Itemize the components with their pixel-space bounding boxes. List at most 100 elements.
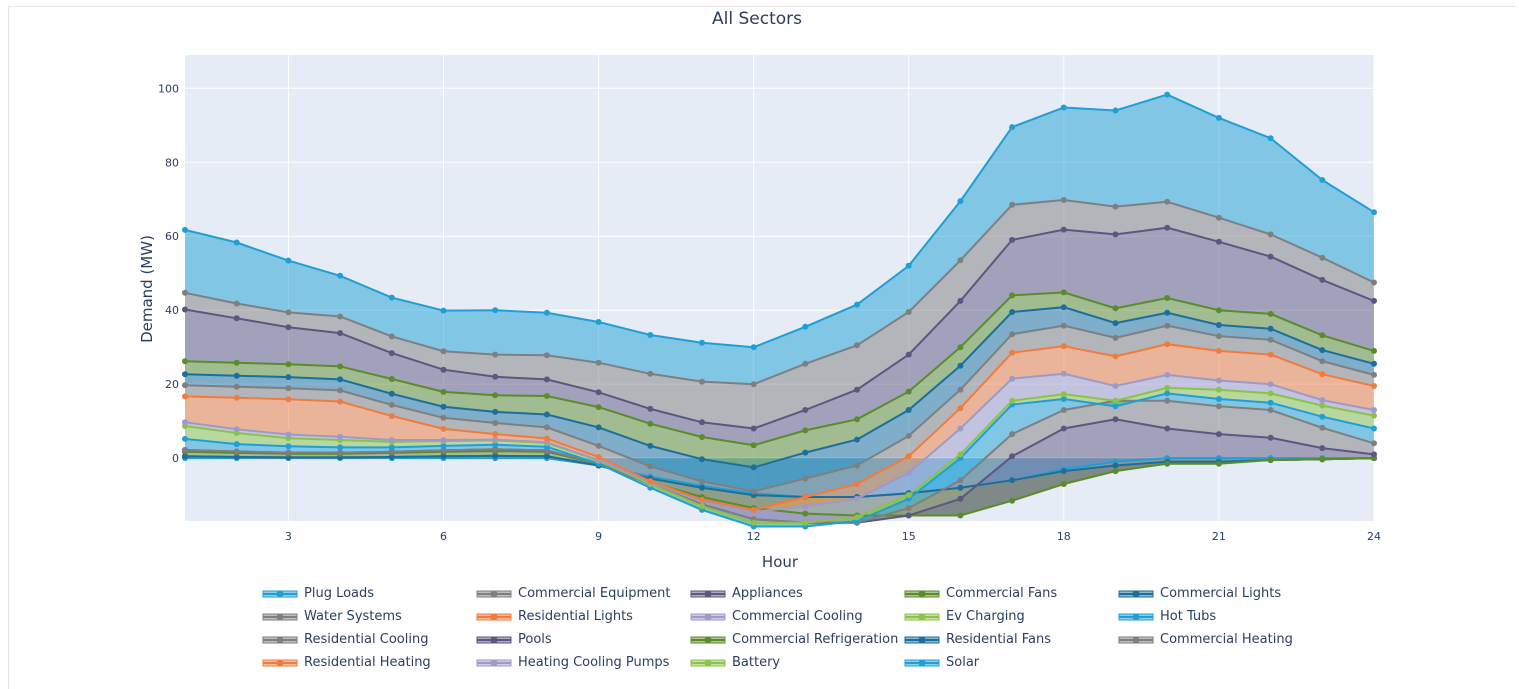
legend-item-battery[interactable]: Battery (690, 651, 904, 674)
point-appliances (905, 351, 912, 358)
point-commercial-fans (1267, 310, 1274, 317)
y-tick-label: 0 (172, 452, 179, 465)
point-commercial-cooling (854, 495, 860, 502)
legend-label: Residential Cooling (304, 632, 429, 647)
point-commercial-lights (802, 449, 809, 456)
legend-item-ev-charging[interactable]: Ev Charging (904, 605, 1118, 628)
legend-item-residential-fans[interactable]: Residential Fans (904, 628, 1118, 651)
point-residential-cooling (492, 446, 499, 453)
legend-item-commercial-equipment[interactable]: Commercial Equipment (476, 582, 690, 605)
y-axis-title: Demand (MW) (138, 235, 156, 343)
point-commercial-fans (1371, 347, 1377, 354)
point-hot-tubs (182, 435, 188, 442)
legend-item-solar[interactable]: Solar (904, 651, 1118, 674)
point-commercial-cooling (233, 426, 240, 433)
point-commercial-lights (905, 407, 912, 413)
point-commercial-refrigeration (1060, 481, 1067, 487)
point-commercial-equipment (1164, 198, 1171, 205)
legend-item-plug-loads[interactable]: Plug Loads (262, 582, 476, 605)
legend-swatch (904, 636, 940, 643)
legend-item-heating-cooling-pumps[interactable]: Heating Cooling Pumps (476, 651, 690, 674)
legend-swatch (262, 659, 298, 666)
point-plug-loads (595, 319, 602, 325)
legend-item-pools[interactable]: Pools (476, 628, 690, 651)
area-residential-lights (185, 344, 1374, 512)
point-commercial-lights (1009, 309, 1016, 315)
point-commercial-fans (285, 361, 292, 368)
line-residential-cooling (184, 399, 1375, 524)
legend-item-residential-cooling[interactable]: Residential Cooling (262, 628, 476, 651)
point-residential-lights (647, 478, 654, 485)
line-hot-tubs (184, 392, 1375, 528)
point-commercial-fans (957, 344, 964, 351)
point-commercial-cooling (285, 431, 292, 438)
legend-item-appliances[interactable]: Appliances (690, 582, 904, 605)
legend-item-commercial-lights[interactable]: Commercial Lights (1118, 582, 1332, 605)
point-commercial-lights (699, 456, 705, 463)
point-plug-loads (905, 262, 912, 269)
chart-title: All Sectors (712, 9, 802, 29)
point-commercial-cooling (337, 433, 344, 440)
legend-label: Residential Heating (304, 655, 431, 670)
legend-item-residential-heating[interactable]: Residential Heating (262, 651, 476, 674)
point-hot-tubs (233, 441, 240, 448)
point-commercial-equipment (388, 333, 395, 340)
point-residential-lights (388, 413, 395, 419)
legend-item-water-systems[interactable]: Water Systems (262, 605, 476, 628)
point-commercial-fans (750, 442, 757, 449)
point-water-systems (440, 414, 447, 421)
point-residential-lights (1112, 353, 1119, 360)
legend-item-commercial-heating[interactable]: Commercial Heating (1118, 628, 1332, 651)
legend-item-commercial-refrigeration[interactable]: Commercial Refrigeration (690, 628, 904, 651)
point-commercial-equipment (337, 313, 344, 320)
area-pools (185, 419, 1374, 523)
x-axis-title: Hour (762, 553, 799, 571)
point-hot-tubs (1060, 396, 1067, 402)
y-tick-label: 100 (158, 82, 179, 95)
legend-item-commercial-fans[interactable]: Commercial Fans (904, 582, 1118, 605)
area-appliances (185, 227, 1374, 446)
area-hot-tubs (185, 393, 1374, 527)
point-appliances (595, 389, 602, 396)
point-residential-fans (1112, 462, 1119, 469)
point-commercial-lights (750, 464, 757, 471)
point-hot-tubs (440, 442, 447, 449)
point-commercial-equipment (647, 370, 654, 377)
legend-item-commercial-cooling[interactable]: Commercial Cooling (690, 605, 904, 628)
point-commercial-fans (492, 392, 499, 399)
legend-label: Commercial Heating (1160, 632, 1293, 647)
point-ev-charging (802, 519, 809, 526)
line-plug-loads (184, 93, 1375, 349)
point-water-systems (802, 475, 809, 482)
point-plug-loads (1009, 124, 1016, 131)
point-residential-cooling (1060, 407, 1067, 413)
point-commercial-fans (388, 376, 395, 382)
point-residential-cooling (1319, 424, 1326, 431)
point-residential-fans (388, 454, 395, 460)
point-appliances (1319, 276, 1326, 283)
point-residential-fans (492, 452, 499, 459)
point-plug-loads (388, 294, 395, 301)
point-plug-loads (1060, 104, 1067, 111)
point-plug-loads (699, 339, 705, 346)
point-ev-charging (750, 519, 757, 526)
point-commercial-cooling (492, 436, 499, 443)
point-commercial-fans (337, 363, 344, 370)
legend-label: Battery (732, 655, 781, 670)
point-hot-tubs (492, 441, 499, 448)
point-appliances (440, 366, 447, 373)
legend-swatch (690, 659, 726, 666)
point-residential-cooling (440, 447, 447, 454)
point-appliances (1009, 236, 1016, 243)
point-commercial-refrigeration (1215, 460, 1222, 467)
point-appliances (492, 373, 499, 380)
legend-item-hot-tubs[interactable]: Hot Tubs (1118, 605, 1332, 628)
point-ev-charging (1267, 390, 1274, 397)
legend-label: Residential Lights (518, 609, 633, 624)
x-tick-label: 6 (440, 530, 447, 543)
legend-item-residential-lights[interactable]: Residential Lights (476, 605, 690, 628)
point-residential-cooling (388, 448, 395, 455)
legend-label: Commercial Refrigeration (732, 632, 899, 647)
point-commercial-refrigeration (957, 512, 964, 519)
point-commercial-equipment (750, 381, 757, 388)
